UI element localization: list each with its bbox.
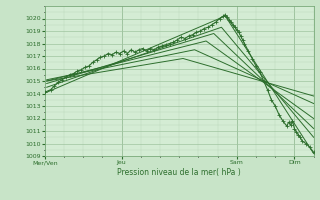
X-axis label: Pression niveau de la mer( hPa ): Pression niveau de la mer( hPa ) <box>117 168 241 177</box>
